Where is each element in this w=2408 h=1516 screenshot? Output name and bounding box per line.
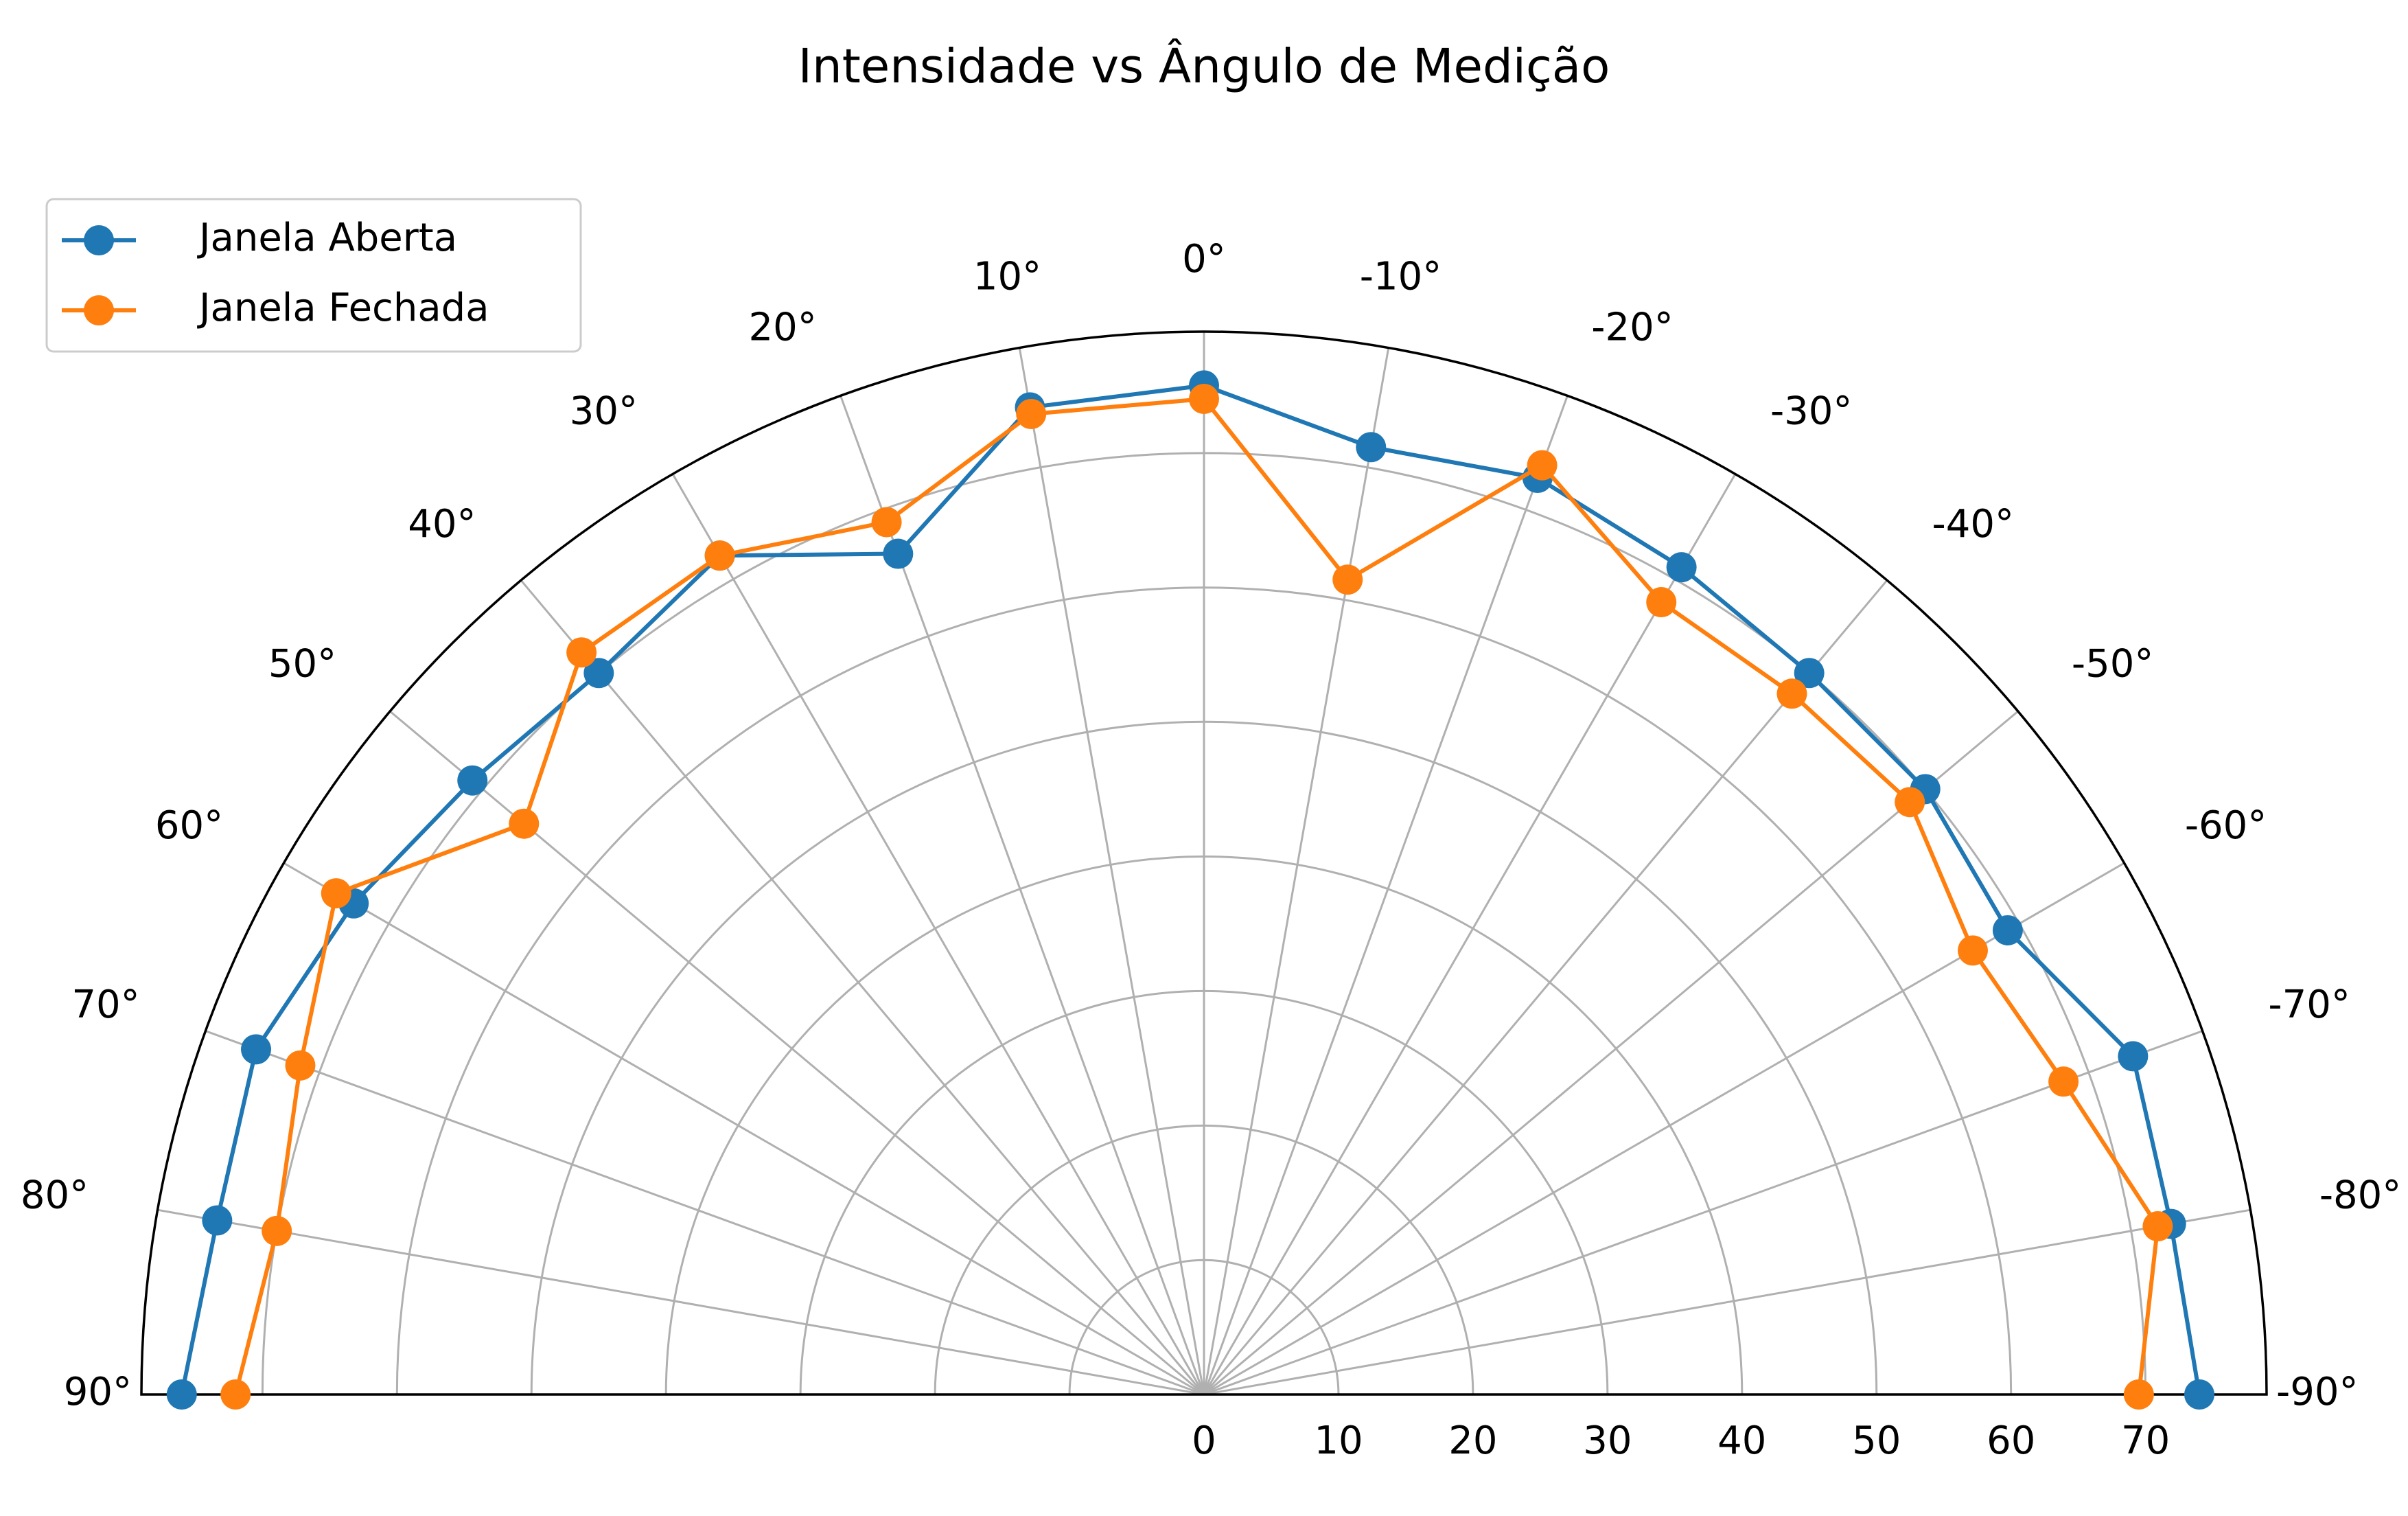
data-point bbox=[1895, 787, 1925, 818]
data-point bbox=[1356, 432, 1387, 463]
data-point bbox=[1646, 587, 1677, 618]
radius-tick-labels: 0 10 20 30 40 50 60 70 bbox=[1192, 1419, 2170, 1463]
data-point bbox=[583, 658, 614, 689]
angle-tick-label: 20° bbox=[748, 306, 816, 350]
radius-tick-label: 0 bbox=[1192, 1419, 1216, 1463]
angle-gridline bbox=[1203, 710, 2019, 1396]
radius-tick-label: 50 bbox=[1852, 1419, 1901, 1463]
angle-gridline bbox=[520, 579, 1205, 1395]
data-point bbox=[1527, 450, 1558, 481]
angle-gridline bbox=[1203, 862, 2125, 1396]
series-group bbox=[220, 383, 2173, 1410]
angle-tick-labels: 90° 80° 70° 60° 50° 40° 30° 20° 10° 0° -10° -20° -30… bbox=[21, 237, 2401, 1414]
angle-tick-label: -10° bbox=[1360, 254, 1442, 299]
data-series bbox=[166, 370, 2215, 1410]
angle-gridline bbox=[389, 710, 1205, 1396]
data-point bbox=[2048, 1066, 2079, 1097]
radius-tick-label: 10 bbox=[1314, 1419, 1363, 1463]
data-point bbox=[883, 538, 914, 569]
legend-label: Janela Fechada bbox=[197, 286, 489, 330]
polar-outline bbox=[140, 330, 2268, 1396]
data-point bbox=[1016, 399, 1047, 430]
angle-gridline bbox=[205, 1030, 1205, 1396]
data-point bbox=[1958, 935, 1989, 966]
angle-tick-label: -30° bbox=[1770, 389, 1852, 433]
series-line bbox=[179, 383, 2201, 1395]
legend-marker bbox=[84, 225, 114, 255]
radius-tick-label: 40 bbox=[1717, 1419, 1766, 1463]
data-point bbox=[241, 1034, 272, 1065]
legend-label: Janela Aberta bbox=[197, 216, 457, 260]
angle-gridline bbox=[1203, 395, 1568, 1395]
data-point bbox=[1189, 383, 1219, 414]
data-point bbox=[1776, 678, 1807, 709]
data-point bbox=[166, 1379, 197, 1410]
data-point bbox=[1666, 552, 1697, 583]
data-point bbox=[2123, 1379, 2154, 1410]
data-point bbox=[1794, 658, 1825, 689]
angle-tick-label: 10° bbox=[973, 254, 1041, 299]
series-line bbox=[233, 396, 2160, 1395]
data-point bbox=[202, 1205, 233, 1236]
data-point bbox=[566, 637, 597, 668]
data-point bbox=[2142, 1211, 2173, 1242]
data-point bbox=[1332, 564, 1363, 595]
angle-gridline bbox=[157, 1208, 1205, 1396]
angle-tick-label: 80° bbox=[21, 1173, 89, 1218]
data-point bbox=[2118, 1041, 2149, 1072]
angle-tick-label: 50° bbox=[268, 642, 336, 687]
data-point bbox=[220, 1379, 251, 1410]
angle-gridline bbox=[1203, 1030, 2203, 1396]
angle-tick-label: 30° bbox=[570, 389, 638, 433]
angle-gridline bbox=[671, 473, 1205, 1395]
data-point bbox=[262, 1215, 292, 1246]
angle-tick-label: 60° bbox=[155, 803, 223, 848]
data-point bbox=[509, 808, 540, 839]
data-point bbox=[704, 540, 735, 571]
angle-tick-label: -50° bbox=[2072, 642, 2153, 687]
data-point bbox=[285, 1050, 316, 1081]
chart-title: Intensidade vs Ângulo de Medição bbox=[798, 38, 1610, 94]
radius-tick-label: 60 bbox=[1987, 1419, 2035, 1463]
legend: Janela Aberta Janela Fechada bbox=[45, 198, 582, 353]
angle-gridline bbox=[1203, 473, 1737, 1395]
radius-tick-label: 70 bbox=[2121, 1419, 2170, 1463]
angle-gridline bbox=[1203, 347, 1390, 1395]
angle-tick-label: -70° bbox=[2268, 983, 2350, 1027]
angle-tick-label: -20° bbox=[1591, 306, 1673, 350]
angle-gridline bbox=[1203, 579, 1888, 1395]
angle-gridline bbox=[1203, 1208, 2251, 1396]
polar-grid bbox=[141, 332, 2267, 1394]
legend-marker bbox=[84, 295, 114, 325]
angle-gridline bbox=[283, 862, 1205, 1396]
angle-tick-label: 0° bbox=[1182, 237, 1226, 282]
data-point bbox=[457, 765, 488, 796]
angle-tick-label: -40° bbox=[1932, 502, 2014, 547]
legend-frame bbox=[45, 198, 582, 353]
angle-tick-label: 70° bbox=[71, 983, 139, 1027]
data-point bbox=[321, 878, 351, 909]
data-point bbox=[1992, 915, 2023, 945]
data-point bbox=[2184, 1379, 2215, 1410]
radius-tick-label: 30 bbox=[1583, 1419, 1632, 1463]
legend-entry: Janela Fechada bbox=[62, 286, 489, 330]
polar-frame bbox=[140, 330, 2268, 1396]
angle-tick-label: 40° bbox=[408, 502, 476, 547]
radius-tick-label: 20 bbox=[1448, 1419, 1497, 1463]
angle-tick-label: -80° bbox=[2319, 1173, 2401, 1218]
angle-gridline bbox=[1018, 347, 1205, 1395]
data-point bbox=[871, 507, 902, 538]
angle-tick-label: -60° bbox=[2185, 803, 2267, 848]
legend-entry: Janela Aberta bbox=[62, 216, 457, 260]
angle-tick-label: 90° bbox=[64, 1370, 132, 1414]
angle-tick-label: -90° bbox=[2276, 1370, 2358, 1414]
